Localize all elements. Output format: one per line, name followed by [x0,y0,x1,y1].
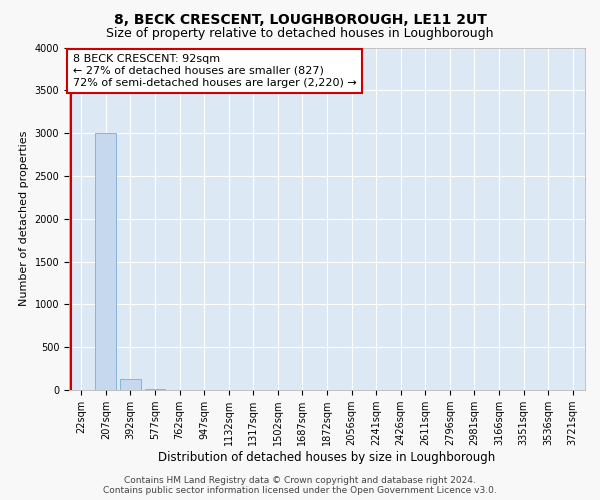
Bar [95,133,116,390]
Text: Contains HM Land Registry data © Crown copyright and database right 2024.
Contai: Contains HM Land Registry data © Crown c… [103,476,497,495]
Text: 8 BECK CRESCENT: 92sqm
← 27% of detached houses are smaller (827)
72% of semi-de: 8 BECK CRESCENT: 92sqm ← 27% of detached… [73,54,356,88]
X-axis label: Distribution of detached houses by size in Loughborough: Distribution of detached houses by size … [158,451,496,464]
Text: Size of property relative to detached houses in Loughborough: Size of property relative to detached ho… [106,28,494,40]
Bar [120,380,141,390]
Y-axis label: Number of detached properties: Number of detached properties [19,131,29,306]
Text: 8, BECK CRESCENT, LOUGHBOROUGH, LE11 2UT: 8, BECK CRESCENT, LOUGHBOROUGH, LE11 2UT [113,12,487,26]
